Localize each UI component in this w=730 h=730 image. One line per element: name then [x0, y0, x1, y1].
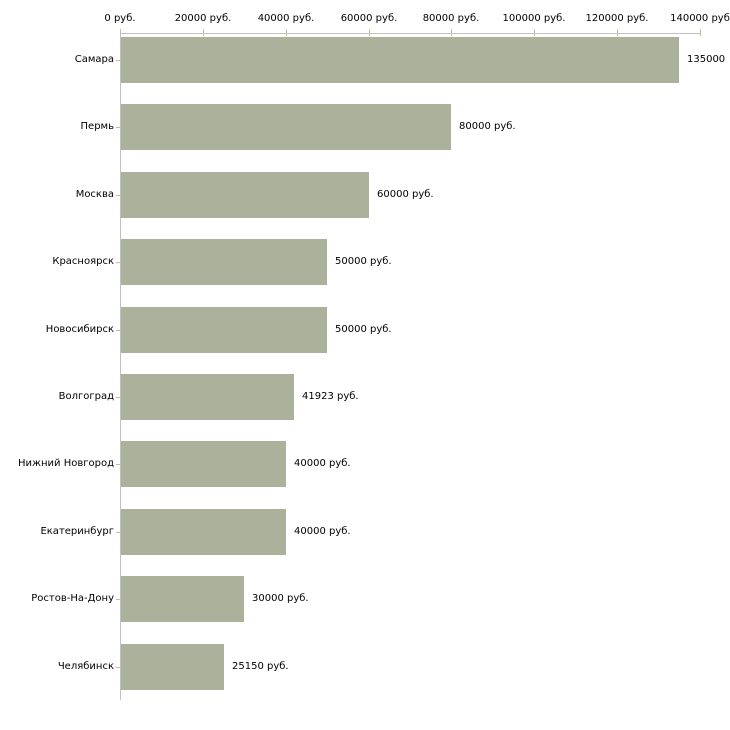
value-label: 25150 руб. — [232, 661, 289, 672]
x-axis-tick — [369, 29, 370, 36]
category-label: Пермь — [80, 121, 114, 132]
value-label: 41923 руб. — [302, 391, 359, 402]
value-label: 135000 — [687, 54, 726, 65]
bar-7 — [121, 441, 286, 487]
x-axis-tick — [120, 29, 121, 36]
y-axis-tick — [116, 330, 120, 331]
category-label: Москва — [75, 189, 114, 200]
x-axis-tick — [286, 29, 287, 36]
x-axis-tick-label: 20000 руб. — [174, 13, 232, 24]
category-label: Самара — [74, 54, 114, 65]
x-axis-line — [120, 33, 700, 34]
bar-4 — [121, 239, 327, 285]
y-axis-tick — [116, 127, 120, 128]
bar-2 — [121, 104, 451, 150]
category-label: Екатеринбург — [40, 526, 114, 537]
bar-8 — [121, 509, 286, 555]
x-axis-tick — [451, 29, 452, 36]
y-axis-tick — [116, 599, 120, 600]
x-axis-tick-label: 100000 руб. — [502, 13, 566, 24]
bar-3 — [121, 172, 369, 218]
bar-1 — [121, 37, 679, 83]
y-axis-tick — [116, 397, 120, 398]
bar-5 — [121, 307, 327, 353]
y-axis-tick — [116, 532, 120, 533]
value-label: 50000 руб. — [335, 324, 392, 335]
x-axis-tick — [534, 29, 535, 36]
value-label: 60000 руб. — [377, 189, 434, 200]
bar-6 — [121, 374, 294, 420]
x-axis-tick-label: 140000 руб — [670, 13, 730, 24]
x-axis-tick — [700, 29, 701, 36]
y-axis-tick — [116, 262, 120, 263]
x-axis-tick — [203, 29, 204, 36]
y-axis-line — [120, 33, 121, 700]
category-label: Красноярск — [52, 256, 114, 267]
x-axis-tick-label: 120000 руб. — [585, 13, 649, 24]
value-label: 80000 руб. — [459, 121, 516, 132]
value-label: 40000 руб. — [294, 458, 351, 469]
bar-9 — [121, 576, 244, 622]
category-label: Нижний Новгород — [17, 458, 114, 469]
category-label: Волгоград — [58, 391, 114, 402]
bar-10 — [121, 644, 224, 690]
y-axis-tick — [116, 195, 120, 196]
y-axis-tick — [116, 667, 120, 668]
category-label: Новосибирск — [45, 324, 114, 335]
y-axis-tick — [116, 60, 120, 61]
x-axis-tick-label: 40000 руб. — [257, 13, 315, 24]
x-axis-tick-label: 60000 руб. — [340, 13, 398, 24]
x-axis-tick-label: 80000 руб. — [422, 13, 480, 24]
x-axis-tick — [617, 29, 618, 36]
value-label: 30000 руб. — [252, 593, 309, 604]
x-axis-tick-label: 0 руб. — [104, 13, 136, 24]
category-label: Челябинск — [57, 661, 114, 672]
value-label: 50000 руб. — [335, 256, 392, 267]
y-axis-tick — [116, 464, 120, 465]
category-label: Ростов-На-Дону — [31, 593, 114, 604]
value-label: 40000 руб. — [294, 526, 351, 537]
